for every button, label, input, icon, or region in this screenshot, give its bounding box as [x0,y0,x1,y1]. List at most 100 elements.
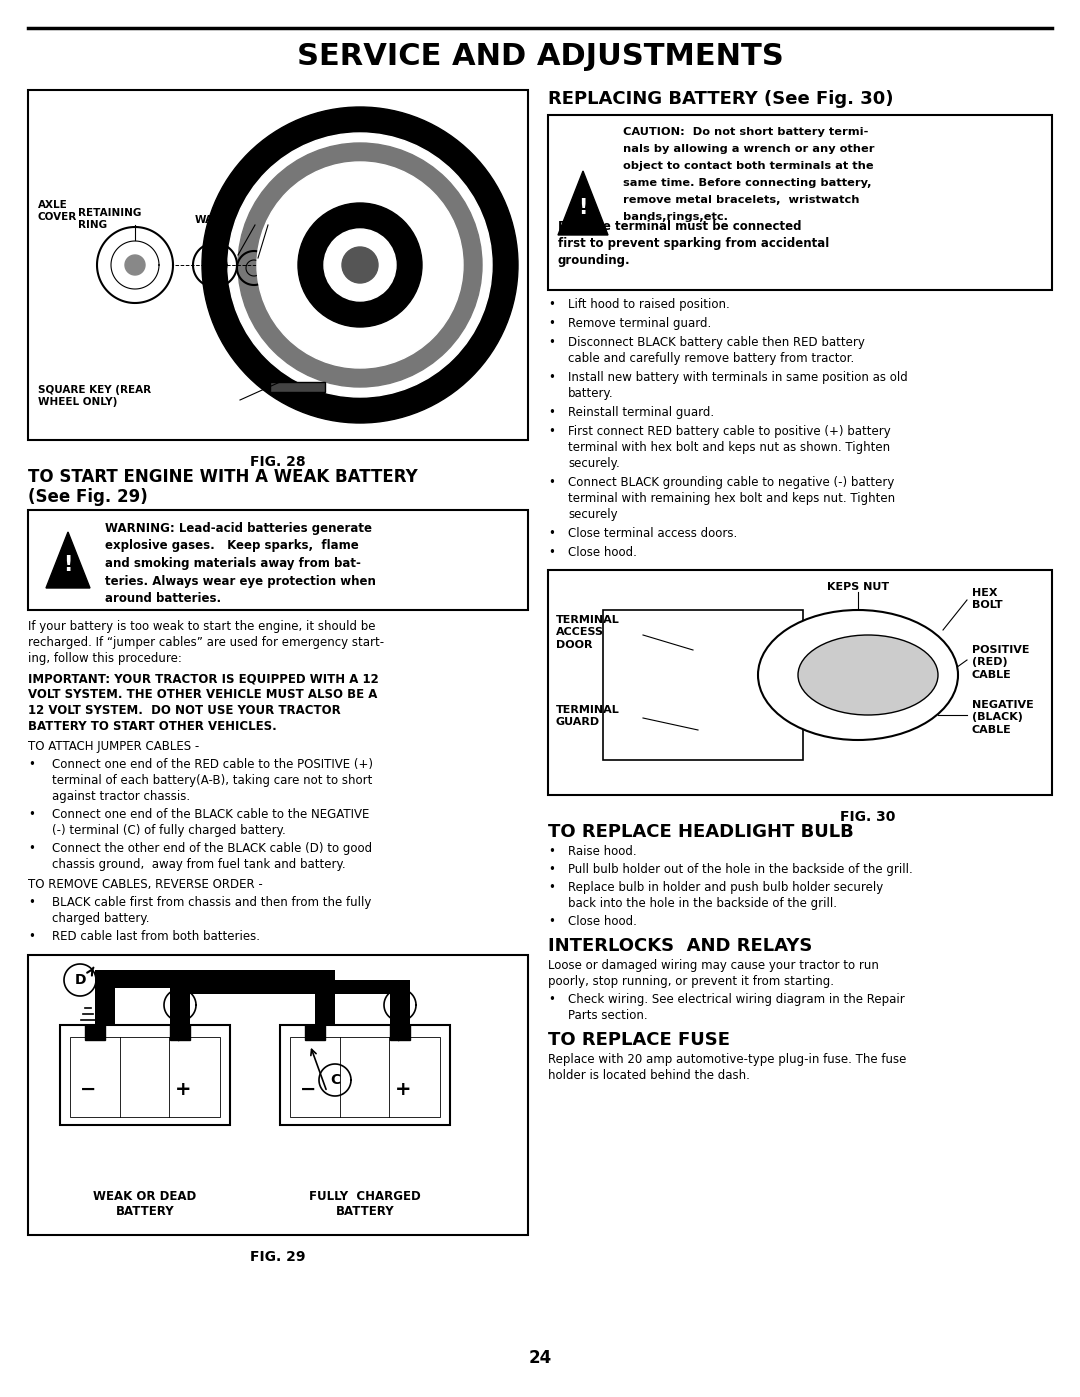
Bar [95,970,315,988]
Circle shape [324,229,396,300]
Bar [548,115,1052,291]
Text: C: C [329,1073,340,1087]
Bar [170,1025,190,1039]
Text: Lift hood to raised position.: Lift hood to raised position. [568,298,730,312]
Text: holder is located behind the dash.: holder is located behind the dash. [548,1069,750,1083]
Bar [280,1025,450,1125]
Text: Install new battery with terminals in same position as old: Install new battery with terminals in sa… [568,372,908,384]
Bar [315,970,335,1025]
Text: +: + [175,1080,191,1099]
Text: •: • [548,845,555,858]
Text: NEGATIVE
(BLACK)
CABLE: NEGATIVE (BLACK) CABLE [972,700,1034,735]
Text: securely: securely [568,509,618,521]
Text: 12 VOLT SYSTEM.  DO NOT USE YOUR TRACTOR: 12 VOLT SYSTEM. DO NOT USE YOUR TRACTOR [28,704,341,717]
Bar [548,570,1052,795]
Text: !: ! [64,555,72,576]
Text: terminal of each battery(A-B), taking care not to short: terminal of each battery(A-B), taking ca… [52,774,373,787]
Text: (See Fig. 29): (See Fig. 29) [28,488,148,506]
Text: and smoking materials away from bat-: and smoking materials away from bat- [105,557,361,570]
Text: (-) terminal (C) of fully charged battery.: (-) terminal (C) of fully charged batter… [52,824,286,837]
Text: Connect one end of the BLACK cable to the NEGATIVE: Connect one end of the BLACK cable to th… [52,807,369,821]
Text: AXLE
COVER: AXLE COVER [38,200,78,222]
Ellipse shape [758,610,958,740]
Text: nals by allowing a wrench or any other: nals by allowing a wrench or any other [623,144,875,154]
Text: 24: 24 [528,1350,552,1368]
Text: •: • [548,337,555,349]
Circle shape [125,256,145,275]
Text: charged battery.: charged battery. [52,912,149,925]
Text: cable and carefully remove battery from tractor.: cable and carefully remove battery from … [568,352,854,365]
Text: A: A [175,997,186,1011]
Text: INTERLOCKS  AND RELAYS: INTERLOCKS AND RELAYS [548,937,812,956]
Text: Disconnect BLACK battery cable then RED battery: Disconnect BLACK battery cable then RED … [568,337,865,349]
Text: BATTERY: BATTERY [336,1206,394,1218]
Text: Connect BLACK grounding cable to negative (-) battery: Connect BLACK grounding cable to negativ… [568,476,894,489]
Circle shape [342,247,378,284]
Text: teries. Always wear eye protection when: teries. Always wear eye protection when [105,574,376,588]
Text: remove metal bracelets,  wristwatch: remove metal bracelets, wristwatch [623,196,860,205]
Text: Raise hood.: Raise hood. [568,845,636,858]
Text: •: • [548,863,555,876]
Text: Close hood.: Close hood. [568,915,637,928]
Bar [603,610,804,760]
Text: B: B [394,997,405,1011]
Text: around batteries.: around batteries. [105,592,221,605]
Text: terminal with hex bolt and keps nut as shown. Tighten: terminal with hex bolt and keps nut as s… [568,441,890,454]
Text: Loose or damaged wiring may cause your tractor to run: Loose or damaged wiring may cause your t… [548,958,879,972]
Text: recharged. If “jumper cables” are used for emergency start-: recharged. If “jumper cables” are used f… [28,636,384,650]
Text: BLACK cable first from chassis and then from the fully: BLACK cable first from chassis and then … [52,895,372,909]
Bar [270,381,325,393]
Bar [85,1025,105,1039]
Bar [60,1025,230,1125]
Bar [390,981,410,1025]
Text: D: D [75,972,85,988]
Text: chassis ground,  away from fuel tank and battery.: chassis ground, away from fuel tank and … [52,858,346,870]
Text: −: − [80,1080,96,1099]
Bar [305,1025,325,1039]
Text: RETAINING
RING: RETAINING RING [78,208,141,231]
Text: same time. Before connecting battery,: same time. Before connecting battery, [623,177,872,189]
Text: •: • [548,407,555,419]
Text: REPLACING BATTERY (See Fig. 30): REPLACING BATTERY (See Fig. 30) [548,89,893,108]
Text: Connect one end of the RED cable to the POSITIVE (+): Connect one end of the RED cable to the … [52,759,373,771]
Bar [28,956,528,1235]
Text: BATTERY TO START OTHER VEHICLES.: BATTERY TO START OTHER VEHICLES. [28,719,276,733]
Text: KEPS NUT: KEPS NUT [827,583,889,592]
Polygon shape [46,532,90,588]
Text: •: • [28,930,35,943]
Bar [170,981,190,1025]
Text: HEX
BOLT: HEX BOLT [972,588,1002,610]
Text: Remove terminal guard.: Remove terminal guard. [568,317,712,330]
Text: Check wiring. See electrical wiring diagram in the Repair: Check wiring. See electrical wiring diag… [568,993,905,1006]
Text: RED cable last from both batteries.: RED cable last from both batteries. [52,930,260,943]
Text: grounding.: grounding. [558,254,631,267]
Text: •: • [548,915,555,928]
Text: terminal with remaining hex bolt and keps nut. Tighten: terminal with remaining hex bolt and kep… [568,492,895,504]
Circle shape [228,133,492,397]
Text: TERMINAL
ACCESS
DOOR: TERMINAL ACCESS DOOR [556,615,620,650]
Text: WARNING: Lead-acid batteries generate: WARNING: Lead-acid batteries generate [105,522,372,535]
Text: ing, follow this procedure:: ing, follow this procedure: [28,652,181,665]
Text: •: • [548,372,555,384]
Text: BATTERY: BATTERY [116,1206,174,1218]
Text: battery.: battery. [568,387,613,400]
Text: +: + [395,1080,411,1099]
Text: Positive terminal must be connected: Positive terminal must be connected [558,219,801,233]
Text: Reinstall terminal guard.: Reinstall terminal guard. [568,407,714,419]
Ellipse shape [798,636,939,715]
Circle shape [257,162,463,367]
Text: back into the hole in the backside of the grill.: back into the hole in the backside of th… [568,897,837,909]
Text: against tractor chassis.: against tractor chassis. [52,789,190,803]
Text: •: • [28,842,35,855]
Text: object to contact both terminals at the: object to contact both terminals at the [623,161,874,170]
Text: explosive gases.   Keep sparks,  flame: explosive gases. Keep sparks, flame [105,539,359,552]
Bar [170,981,390,995]
Text: CAUTION:  Do not short battery termi-: CAUTION: Do not short battery termi- [623,127,868,137]
Text: •: • [548,317,555,330]
Text: TERMINAL
GUARD: TERMINAL GUARD [556,705,620,728]
Text: TO ATTACH JUMPER CABLES -: TO ATTACH JUMPER CABLES - [28,740,199,753]
Text: •: • [548,527,555,541]
Bar [28,89,528,440]
Text: −: − [300,1080,316,1099]
Text: WASHERS: WASHERS [195,215,253,225]
